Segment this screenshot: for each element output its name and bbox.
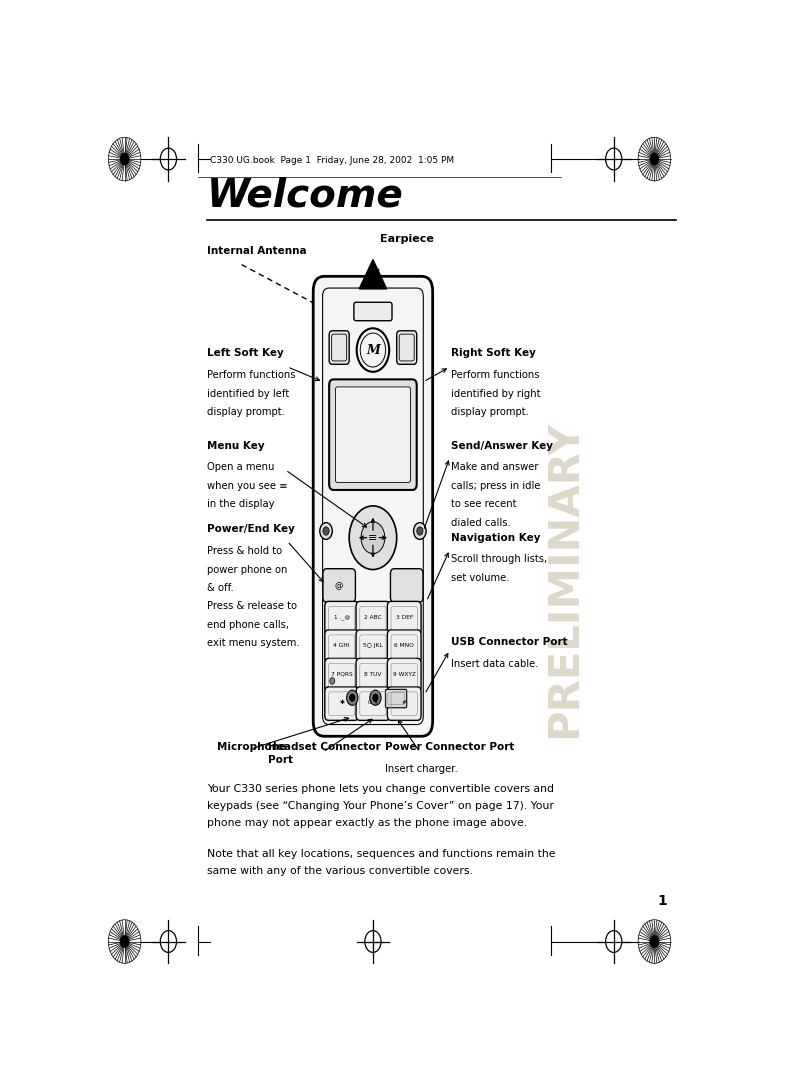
Text: Your C330 series phone lets you change convertible covers and: Your C330 series phone lets you change c… [207, 784, 554, 794]
FancyBboxPatch shape [353, 302, 392, 321]
Text: exit menu system.: exit menu system. [207, 639, 300, 648]
Text: 3 DEF: 3 DEF [395, 615, 413, 620]
Text: ≡: ≡ [368, 533, 378, 543]
Text: end phone calls,: end phone calls, [207, 620, 289, 630]
Text: PRELIMINARY: PRELIMINARY [542, 420, 585, 738]
Circle shape [120, 153, 129, 165]
Text: Power/End Key: Power/End Key [207, 524, 295, 534]
Text: 0 +: 0 + [368, 701, 378, 705]
Text: display prompt.: display prompt. [207, 407, 285, 417]
Text: identified by left: identified by left [207, 388, 290, 398]
Circle shape [330, 678, 335, 684]
Text: 1 ._@: 1 ._@ [333, 615, 349, 620]
Text: set volume.: set volume. [451, 573, 509, 583]
FancyBboxPatch shape [324, 602, 358, 635]
FancyBboxPatch shape [324, 658, 358, 692]
Circle shape [414, 522, 426, 540]
Text: USB Connector Port: USB Connector Port [451, 638, 568, 647]
Circle shape [370, 690, 381, 705]
FancyBboxPatch shape [387, 602, 421, 635]
Text: Earpiece: Earpiece [380, 234, 434, 244]
FancyBboxPatch shape [397, 331, 416, 364]
Text: 9 WXYZ: 9 WXYZ [393, 671, 416, 677]
FancyBboxPatch shape [387, 687, 421, 720]
Text: Send/Answer Key: Send/Answer Key [451, 441, 553, 450]
Text: 2 ABC: 2 ABC [364, 615, 382, 620]
Text: Insert charger.: Insert charger. [386, 764, 458, 774]
Text: calls; press in idle: calls; press in idle [451, 481, 541, 491]
Text: power phone on: power phone on [207, 565, 287, 574]
FancyBboxPatch shape [336, 387, 411, 482]
Text: Headset Connector
Port: Headset Connector Port [269, 742, 381, 765]
FancyBboxPatch shape [329, 331, 349, 364]
Text: Scroll through lists,: Scroll through lists, [451, 555, 547, 565]
Text: @: @ [335, 581, 343, 590]
Text: 5○ JKL: 5○ JKL [363, 643, 383, 648]
FancyBboxPatch shape [324, 687, 358, 720]
FancyBboxPatch shape [356, 658, 390, 692]
Text: keypads (see “Changing Your Phone’s Cover” on page 17). Your: keypads (see “Changing Your Phone’s Cove… [207, 801, 554, 811]
Text: Welcome: Welcome [207, 176, 404, 214]
FancyBboxPatch shape [329, 380, 416, 490]
FancyBboxPatch shape [387, 630, 421, 664]
Circle shape [650, 153, 659, 165]
Text: M: M [366, 344, 380, 357]
Text: to see recent: to see recent [451, 499, 516, 509]
Text: Microphone: Microphone [216, 742, 286, 752]
Text: dialed calls.: dialed calls. [451, 518, 511, 528]
Text: Perform functions: Perform functions [207, 370, 295, 380]
Text: 6 MNO: 6 MNO [395, 643, 414, 648]
FancyBboxPatch shape [313, 276, 433, 737]
Polygon shape [359, 260, 387, 289]
Circle shape [416, 527, 423, 535]
Circle shape [349, 693, 355, 702]
Circle shape [372, 693, 378, 702]
Text: Right Soft Key: Right Soft Key [451, 348, 536, 358]
Text: Insert data cable.: Insert data cable. [451, 659, 538, 669]
Text: 4 GHI: 4 GHI [333, 643, 350, 648]
Text: Make and answer: Make and answer [451, 462, 538, 472]
Text: display prompt.: display prompt. [451, 407, 529, 417]
Text: phone may not appear exactly as the phone image above.: phone may not appear exactly as the phon… [207, 817, 527, 828]
Circle shape [120, 936, 129, 948]
FancyBboxPatch shape [356, 602, 390, 635]
Circle shape [349, 506, 397, 569]
FancyBboxPatch shape [323, 569, 355, 603]
Text: #: # [402, 701, 407, 705]
Text: C330.UG.book  Page 1  Friday, June 28, 2002  1:05 PM: C330.UG.book Page 1 Friday, June 28, 200… [211, 157, 454, 165]
FancyBboxPatch shape [391, 569, 423, 603]
Text: Note that all key locations, sequences and functions remain the: Note that all key locations, sequences a… [207, 850, 556, 860]
Circle shape [650, 936, 659, 948]
Text: Left Soft Key: Left Soft Key [207, 348, 284, 358]
Text: Press & hold to: Press & hold to [207, 546, 282, 556]
Circle shape [323, 527, 329, 535]
Text: Navigation Key: Navigation Key [451, 533, 541, 543]
Text: 8 TUV: 8 TUV [364, 671, 382, 677]
Text: Open a menu: Open a menu [207, 462, 274, 472]
FancyBboxPatch shape [386, 690, 407, 708]
Circle shape [347, 690, 358, 705]
Text: Press & release to: Press & release to [207, 602, 297, 611]
Circle shape [361, 522, 385, 554]
Text: same with any of the various convertible covers.: same with any of the various convertible… [207, 866, 473, 876]
Text: Power Connector Port: Power Connector Port [386, 742, 515, 752]
FancyBboxPatch shape [356, 630, 390, 664]
Text: 7 PQRS: 7 PQRS [331, 671, 353, 677]
FancyBboxPatch shape [324, 630, 358, 664]
Text: ✱: ✱ [339, 701, 344, 705]
Text: in the display: in the display [207, 499, 274, 509]
Text: Menu Key: Menu Key [207, 441, 265, 450]
FancyBboxPatch shape [356, 687, 390, 720]
FancyBboxPatch shape [387, 658, 421, 692]
Text: 1: 1 [657, 894, 667, 908]
Circle shape [320, 522, 332, 540]
Text: when you see ≡: when you see ≡ [207, 481, 288, 491]
Text: Internal Antenna: Internal Antenna [207, 246, 307, 256]
Text: identified by right: identified by right [451, 388, 541, 398]
Text: Perform functions: Perform functions [451, 370, 540, 380]
Text: & off.: & off. [207, 583, 234, 593]
